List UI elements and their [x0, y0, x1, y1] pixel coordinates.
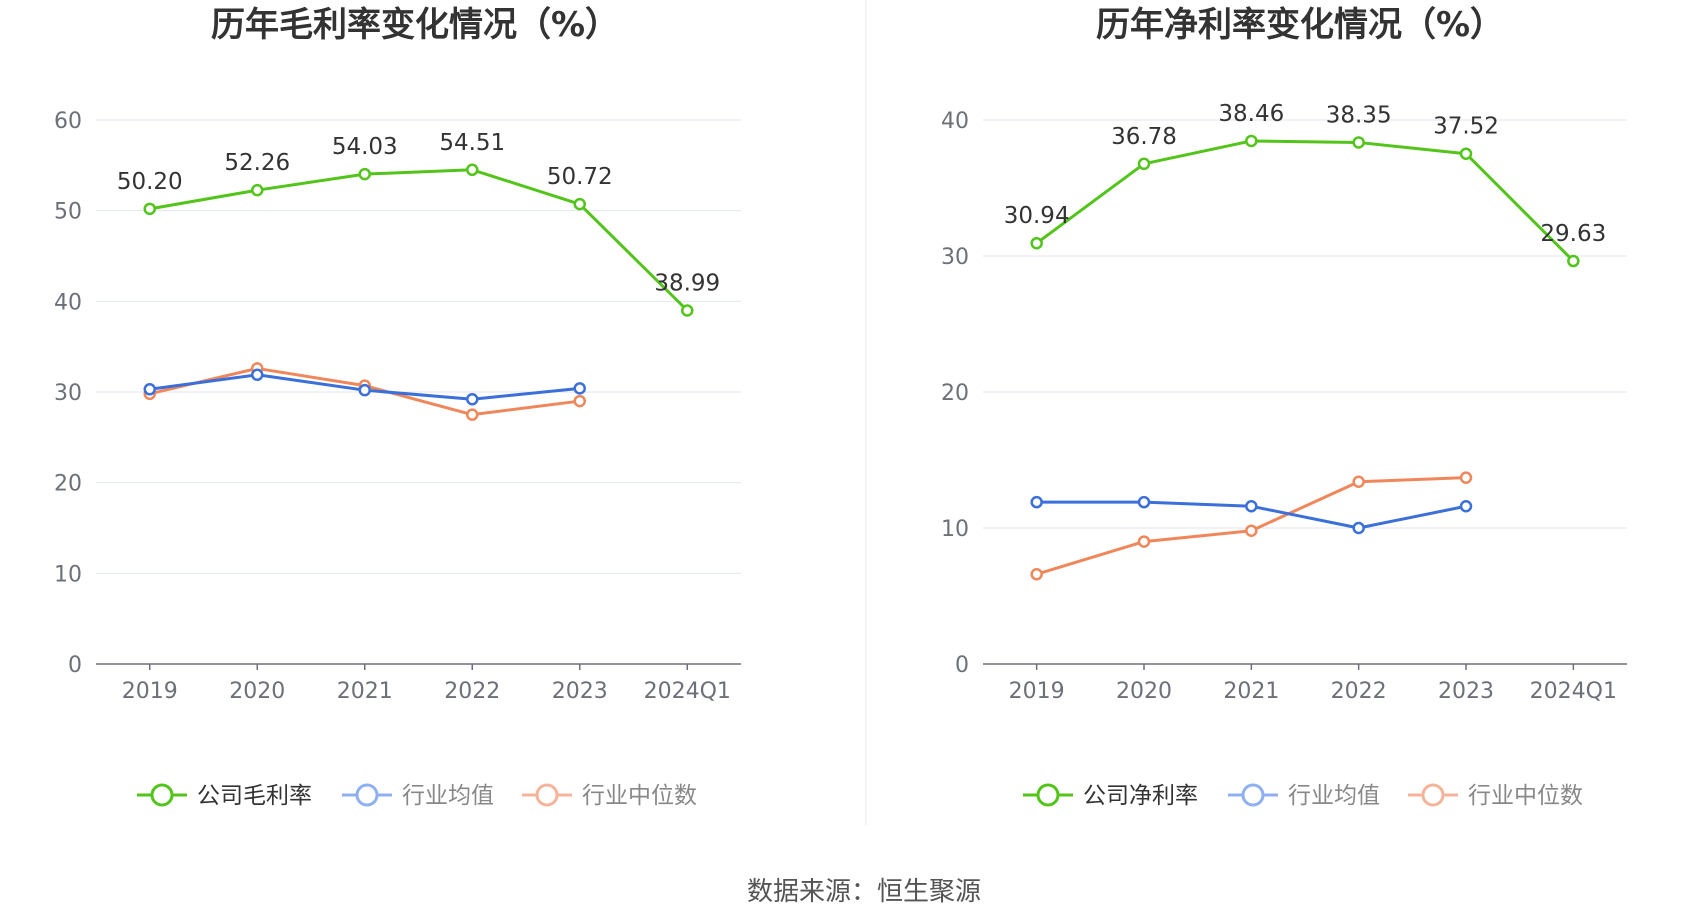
data-point-industry-median[interactable] — [1245, 524, 1258, 537]
legend-label: 行业中位数 — [582, 783, 697, 809]
data-point-company[interactable] — [143, 202, 156, 216]
legend-circle-icon — [355, 783, 379, 807]
data-point-company[interactable] — [1245, 134, 1258, 148]
x-tick-label: 2023 — [1438, 679, 1494, 704]
y-tick-label: 60 — [54, 109, 82, 134]
legend-label: 行业均值 — [1288, 783, 1380, 809]
legend-item-industry-avg[interactable]: 行业均值 — [1228, 783, 1380, 809]
data-label: 38.99 — [654, 270, 720, 296]
legend-circle-icon — [1421, 783, 1445, 807]
data-point-industry-avg[interactable] — [1352, 521, 1365, 535]
data-label: 29.63 — [1540, 221, 1606, 247]
data-point-company[interactable] — [1137, 157, 1151, 171]
x-tick-label: 2024Q1 — [644, 679, 731, 704]
chart-title-gross-margin: 历年毛利率变化情况（%） — [211, 5, 619, 45]
data-point-industry-median[interactable] — [1137, 535, 1151, 548]
y-tick-label: 10 — [54, 562, 82, 587]
data-point-company[interactable] — [1567, 254, 1580, 268]
data-point-industry-avg[interactable] — [1245, 499, 1258, 513]
chart-title-net-margin: 历年净利率变化情况（%） — [1096, 5, 1504, 45]
legend-circle-icon — [1036, 783, 1060, 807]
data-source: 数据来源：恒生聚源 — [747, 877, 981, 907]
series-line-company — [1035, 139, 1575, 263]
data-label: 38.35 — [1326, 102, 1392, 128]
legend-label: 行业均值 — [402, 783, 494, 809]
y-tick-label: 40 — [54, 290, 82, 315]
x-tick-label: 2020 — [229, 679, 285, 704]
data-point-industry-avg[interactable] — [143, 383, 156, 396]
data-point-industry-avg[interactable] — [1030, 495, 1043, 509]
y-tick-label: 20 — [54, 472, 82, 497]
data-label: 50.72 — [547, 164, 613, 190]
data-point-industry-avg[interactable] — [358, 383, 371, 397]
legend-circle-icon — [535, 783, 559, 807]
legend-gross-margin: 公司毛利率 行业均值 行业中位数 — [137, 783, 697, 809]
data-point-company[interactable] — [466, 163, 479, 177]
legend-circle-icon — [1241, 783, 1265, 807]
plot-gross-margin: 0 10 20 30 40 50 60 2019 2020 2021 2022 2023 2024Q1 5… — [54, 109, 741, 704]
x-tick-label: 2019 — [122, 679, 178, 704]
data-point-industry-avg[interactable] — [251, 368, 264, 382]
data-point-industry-avg[interactable] — [1459, 499, 1473, 513]
data-label: 37.52 — [1433, 114, 1499, 140]
data-point-industry-avg[interactable] — [1137, 495, 1151, 509]
data-label: 36.78 — [1111, 124, 1177, 150]
data-label: 52.26 — [224, 150, 290, 176]
data-point-company[interactable] — [1352, 136, 1365, 149]
data-point-industry-median[interactable] — [1030, 567, 1043, 581]
x-tick-label: 2021 — [1223, 679, 1279, 704]
data-label: 30.94 — [1004, 203, 1070, 229]
data-point-company[interactable] — [358, 167, 371, 181]
plot-net-margin: 0 10 20 30 40 2019 2020 2021 2022 2023 2024Q1 30.94… — [941, 101, 1627, 704]
legend-circle-icon — [150, 783, 174, 807]
legend-item-company[interactable]: 公司毛利率 — [137, 783, 312, 809]
y-tick-label: 30 — [54, 381, 82, 406]
x-tick-label: 2019 — [1009, 679, 1065, 704]
data-point-company[interactable] — [681, 304, 694, 317]
legend-item-industry-median[interactable]: 行业中位数 — [1408, 783, 1583, 809]
y-tick-label: 30 — [941, 245, 969, 270]
data-point-industry-median[interactable] — [1352, 475, 1365, 489]
legend-item-industry-median[interactable]: 行业中位数 — [522, 783, 697, 809]
legend-label: 公司毛利率 — [197, 783, 312, 809]
series-line-company — [149, 168, 689, 312]
data-point-industry-avg[interactable] — [466, 393, 479, 406]
x-tick-label: 2023 — [552, 679, 608, 704]
data-point-company[interactable] — [573, 197, 586, 211]
y-tick-label: 50 — [54, 200, 82, 225]
data-point-company[interactable] — [1030, 236, 1043, 250]
y-tick-label: 0 — [68, 653, 82, 678]
data-label: 54.03 — [332, 134, 398, 160]
legend-label: 公司净利率 — [1083, 783, 1198, 809]
legend-item-industry-avg[interactable]: 行业均值 — [342, 783, 494, 809]
x-tick-label: 2022 — [444, 679, 500, 704]
y-tick-label: 40 — [941, 109, 969, 134]
legend-net-margin: 公司净利率 行业均值 行业中位数 — [1023, 783, 1583, 809]
y-tick-label: 20 — [941, 381, 969, 406]
y-tick-label: 10 — [941, 517, 969, 542]
y-tick-label: 0 — [955, 653, 969, 678]
data-label: 38.46 — [1218, 101, 1284, 127]
x-tick-label: 2020 — [1116, 679, 1172, 704]
data-label: 54.51 — [439, 130, 505, 156]
data-point-company[interactable] — [1459, 147, 1473, 160]
data-point-industry-median[interactable] — [573, 394, 586, 408]
legend-item-company[interactable]: 公司净利率 — [1023, 783, 1198, 809]
data-label: 50.20 — [117, 169, 183, 195]
x-tick-label: 2021 — [337, 679, 393, 704]
x-tick-label: 2024Q1 — [1530, 679, 1617, 704]
data-point-company[interactable] — [251, 183, 264, 197]
x-tick-label: 2022 — [1331, 679, 1387, 704]
data-point-industry-median[interactable] — [1459, 471, 1473, 484]
data-point-industry-avg[interactable] — [573, 382, 586, 395]
legend-label: 行业中位数 — [1468, 783, 1583, 809]
data-point-industry-median[interactable] — [466, 408, 479, 421]
